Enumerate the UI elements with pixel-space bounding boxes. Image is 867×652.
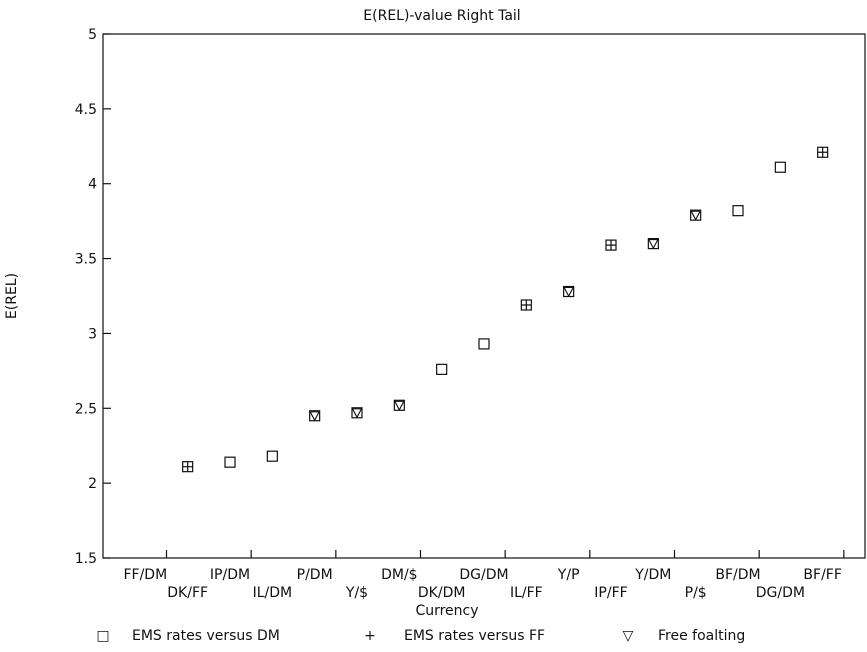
x-category-label: Y/P: [557, 567, 580, 583]
point-plus-marker: [817, 147, 828, 158]
point-square-marker: [732, 205, 744, 217]
point-square-marker: [266, 450, 278, 462]
y-tick-label: 4.5: [75, 102, 97, 118]
y-tick-label: 1.5: [75, 551, 97, 567]
x-category-label: BF/DM: [715, 567, 760, 583]
legend-label: EMS rates versus DM: [132, 628, 280, 644]
point-plus-marker: [521, 299, 532, 310]
legend-label: EMS rates versus FF: [404, 628, 545, 644]
x-category-label: IL/FF: [510, 585, 543, 601]
x-category-label: IP/FF: [594, 585, 627, 601]
legend-marker-triangle: ▽: [623, 628, 634, 644]
y-tick-label: 2.5: [75, 401, 97, 417]
plot-area: [102, 33, 866, 559]
point-triangle-marker: [647, 239, 659, 250]
y-tick-label: 2: [88, 476, 97, 492]
y-axis-label: E(REL): [4, 273, 20, 319]
point-triangle-marker: [690, 210, 702, 221]
y-tick-label: 5: [88, 27, 97, 43]
x-category-label: DM/$: [381, 567, 417, 583]
x-category-label: P/$: [685, 585, 707, 601]
legend-marker-plus: +: [364, 628, 376, 644]
legend: □ EMS rates versus DM + EMS rates versus FF…: [96, 628, 745, 644]
x-category-label: FF/DM: [123, 567, 167, 583]
x-category-label: DK/FF: [167, 585, 208, 601]
legend-label: Free foalting: [658, 628, 745, 644]
y-tick-label: 3.5: [75, 252, 97, 268]
legend-marker-square: □: [96, 628, 109, 644]
x-category-label: IP/DM: [210, 567, 250, 583]
point-triangle-marker: [351, 408, 363, 419]
x-category-label: Y/$: [345, 585, 368, 601]
x-category-label: BF/FF: [803, 567, 841, 583]
chart-title: E(REL)-value Right Tail: [363, 8, 520, 24]
point-square-marker: [436, 363, 448, 375]
point-square-marker: [478, 338, 490, 350]
y-tick-label: 3: [88, 326, 97, 342]
point-plus-marker: [182, 461, 193, 472]
data-points: [182, 146, 829, 473]
point-square-marker: [224, 456, 236, 468]
point-triangle-marker: [563, 286, 575, 298]
point-square-marker: [774, 161, 786, 173]
x-category-label: Y/DM: [634, 567, 671, 583]
x-axis-label: Currency: [415, 603, 478, 619]
x-category-label: DG/DM: [459, 567, 508, 583]
x-category-label: DG/DM: [756, 585, 805, 601]
x-category-label: IL/DM: [253, 585, 293, 601]
x-category-label: P/DM: [297, 567, 333, 583]
point-plus-marker: [606, 240, 616, 251]
point-triangle-marker: [309, 411, 321, 422]
x-category-label: DK/DM: [418, 585, 466, 601]
y-axis: 1.5 2 2.5 3 3.5 4 4.5 5: [75, 27, 111, 567]
point-triangle-marker: [393, 400, 405, 411]
y-tick-label: 4: [88, 177, 97, 193]
